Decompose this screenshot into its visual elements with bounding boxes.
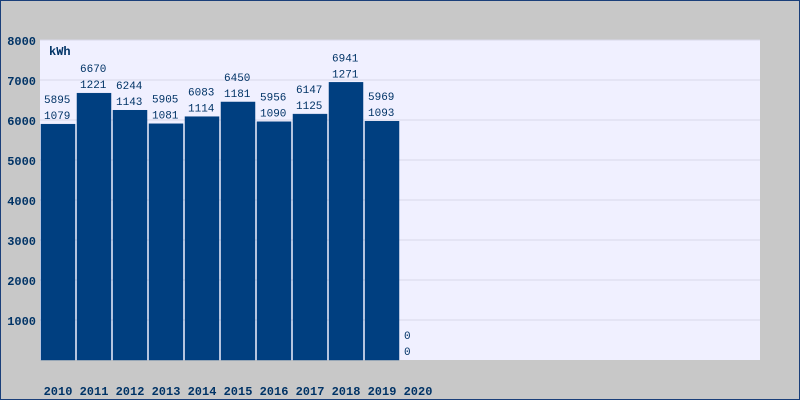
bar bbox=[328, 82, 364, 361]
value-label: 6670 bbox=[80, 64, 106, 76]
bar bbox=[292, 113, 328, 361]
value-label: 6147 bbox=[296, 85, 322, 97]
value-label: 5905 bbox=[152, 95, 178, 107]
x-tick-label: 2020 bbox=[404, 385, 433, 399]
secondary-value-label: 1081 bbox=[152, 111, 179, 123]
secondary-value-label: 1143 bbox=[116, 97, 142, 109]
bar bbox=[220, 101, 256, 361]
value-label: 0 bbox=[404, 331, 411, 343]
y-tick-label: 7000 bbox=[7, 75, 36, 89]
x-tick-label: 2010 bbox=[44, 385, 73, 399]
x-tick-label: 2013 bbox=[152, 385, 181, 399]
bar bbox=[112, 109, 148, 361]
value-label: 6941 bbox=[332, 53, 359, 65]
secondary-value-label: 1221 bbox=[80, 80, 107, 92]
x-tick-label: 2012 bbox=[116, 385, 145, 399]
y-tick-label: 5000 bbox=[7, 155, 36, 169]
x-tick-label: 2015 bbox=[224, 385, 253, 399]
secondary-value-label: 1125 bbox=[296, 101, 322, 113]
bar bbox=[40, 123, 76, 361]
y-tick-label: 1000 bbox=[7, 315, 36, 329]
y-tick-label: 2000 bbox=[7, 275, 36, 289]
value-label: 5956 bbox=[260, 93, 286, 105]
secondary-value-label: 1090 bbox=[260, 109, 286, 121]
secondary-value-label: 1114 bbox=[188, 104, 215, 116]
x-tick-label: 2019 bbox=[368, 385, 397, 399]
y-tick-label: 4000 bbox=[7, 195, 36, 209]
value-label: 6450 bbox=[224, 73, 250, 85]
y-tick-label: 6000 bbox=[7, 115, 36, 129]
y-tick-label: 3000 bbox=[7, 235, 36, 249]
value-label: 5969 bbox=[368, 92, 394, 104]
bar bbox=[364, 120, 400, 361]
secondary-value-label: 1093 bbox=[368, 108, 394, 120]
x-tick-label: 2018 bbox=[332, 385, 361, 399]
bar bbox=[256, 121, 292, 361]
x-tick-label: 2017 bbox=[296, 385, 325, 399]
x-tick-label: 2011 bbox=[80, 385, 109, 399]
secondary-value-label: 1181 bbox=[224, 89, 251, 101]
secondary-value-label: 1271 bbox=[332, 69, 359, 81]
x-tick-label: 2014 bbox=[188, 385, 217, 399]
secondary-value-label: 1079 bbox=[44, 111, 70, 123]
y-axis-label: kWh bbox=[49, 45, 71, 59]
bar bbox=[148, 123, 184, 361]
secondary-value-label: 0 bbox=[404, 347, 411, 359]
x-tick-label: 2016 bbox=[260, 385, 289, 399]
y-tick-label: 8000 bbox=[7, 35, 36, 49]
bar bbox=[76, 92, 112, 361]
value-label: 6083 bbox=[188, 88, 214, 100]
value-label: 5895 bbox=[44, 95, 70, 107]
value-label: 6244 bbox=[116, 81, 143, 93]
bar bbox=[184, 116, 220, 361]
